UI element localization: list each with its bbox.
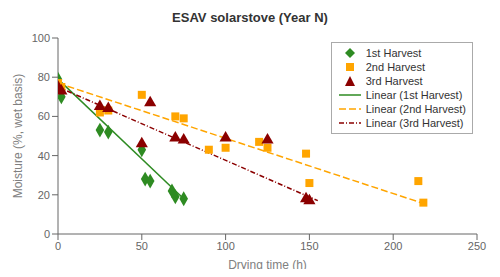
html-text:Linear (1st Harvest): Linear (1st Harvest) xyxy=(365,89,463,101)
svg-text:100: 100 xyxy=(216,240,234,252)
svg-text:250: 250 xyxy=(468,240,486,252)
svg-text:200: 200 xyxy=(384,240,402,252)
html-text:Linear (2nd Harvest): Linear (2nd Harvest) xyxy=(365,103,466,115)
svg-text:40: 40 xyxy=(38,150,50,162)
svg-text:100: 100 xyxy=(32,32,50,44)
svg-text:80: 80 xyxy=(38,71,50,83)
html-text:2nd Harvest: 2nd Harvest xyxy=(365,61,425,73)
html-text:3rd Harvest: 3rd Harvest xyxy=(365,75,423,87)
svg-text:20: 20 xyxy=(38,189,50,201)
svg-text:Drying time (h): Drying time (h) xyxy=(228,258,307,269)
svg-text:0: 0 xyxy=(55,240,61,252)
html-text:ESAV solarstove (Year N): ESAV solarstove (Year N) xyxy=(172,10,328,25)
html-text:Linear (3rd Harvest): Linear (3rd Harvest) xyxy=(365,117,464,129)
svg-text:60: 60 xyxy=(38,110,50,122)
html-text:1st Harvest: 1st Harvest xyxy=(365,47,422,59)
svg-text:50: 50 xyxy=(136,240,148,252)
svg-text:Moisture (%, wet basis): Moisture (%, wet basis) xyxy=(11,74,25,199)
svg-text:0: 0 xyxy=(44,228,50,240)
svg-text:150: 150 xyxy=(300,240,318,252)
